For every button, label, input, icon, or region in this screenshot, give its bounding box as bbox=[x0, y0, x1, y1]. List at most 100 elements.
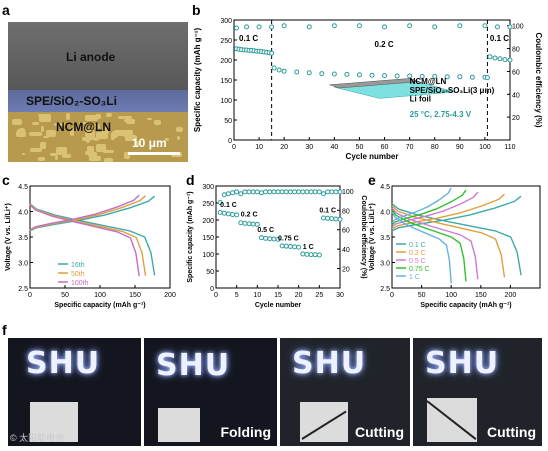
y-tick-label: 4.0 bbox=[380, 210, 390, 217]
legend-label: 50th bbox=[71, 271, 85, 278]
efficiency-point bbox=[238, 191, 244, 197]
charge-curve bbox=[391, 187, 452, 224]
ncm-particle bbox=[88, 152, 98, 157]
ncm-particle bbox=[29, 132, 42, 136]
x-tick-label: 100 bbox=[479, 144, 491, 151]
efficiency-point bbox=[256, 24, 262, 30]
legend-label: 1 C bbox=[409, 274, 420, 281]
led-text: SHU bbox=[156, 348, 231, 383]
efficiency-point bbox=[217, 200, 223, 206]
ncm-particle bbox=[102, 150, 114, 154]
caption-cutting-1: Cutting bbox=[355, 424, 404, 440]
capacity-point bbox=[283, 243, 289, 249]
caption-cutting-2: Cutting bbox=[487, 424, 536, 440]
y2-tick-label: 20 bbox=[512, 115, 520, 122]
efficiency-point bbox=[250, 189, 256, 195]
capacity-point bbox=[258, 235, 264, 241]
x-tick-label: 20 bbox=[280, 144, 288, 151]
x-tick-label: 10 bbox=[253, 292, 261, 299]
sem-cross-section: Li anode SPE/SiO₂-SO₃Li NCM@LN 10 μm bbox=[8, 22, 188, 162]
capacity-point bbox=[225, 211, 231, 217]
efficiency-point bbox=[333, 189, 339, 195]
efficiency-point bbox=[432, 24, 438, 30]
x-tick-label: 50 bbox=[418, 292, 426, 299]
photo-folding: SHU Folding bbox=[144, 338, 277, 446]
ncm-particle bbox=[66, 113, 70, 120]
efficiency-point bbox=[331, 23, 337, 29]
y-tick-label: 300 bbox=[202, 184, 214, 191]
x-axis-label: Specific capacity (mAh g⁻¹) bbox=[54, 302, 145, 309]
charge-curve bbox=[391, 189, 467, 226]
ncm-particle bbox=[39, 114, 52, 123]
capacity-point bbox=[287, 244, 293, 250]
x-tick-label: 25 bbox=[315, 292, 323, 299]
capacity-point bbox=[469, 74, 475, 80]
efficiency-point bbox=[507, 24, 513, 30]
capacity-point bbox=[271, 236, 277, 242]
ncm-particle bbox=[93, 123, 101, 129]
capacity-point bbox=[242, 220, 248, 226]
ncm-particle bbox=[69, 128, 74, 136]
discharge-curve bbox=[391, 209, 467, 282]
efficiency-point bbox=[230, 190, 236, 196]
legend-label: 100th bbox=[71, 280, 89, 287]
efficiency-point bbox=[312, 189, 318, 195]
x-tick-label: 40 bbox=[330, 144, 338, 151]
led-text: SHU bbox=[26, 346, 101, 381]
ncm-particle bbox=[88, 156, 101, 161]
x-tick-label: 0 bbox=[214, 292, 218, 299]
capacity-point bbox=[276, 67, 282, 73]
li-anode-label: Li anode bbox=[66, 50, 116, 64]
rate-annotation: 0.1 C bbox=[490, 34, 509, 43]
ncm-particle bbox=[134, 141, 140, 146]
scale-bar-label: 10 μm bbox=[132, 136, 167, 150]
efficiency-point bbox=[494, 24, 500, 30]
chart-voltage-rates: 0 50 100 150 200 2.5 3.0 3.5 4.0 4.5 Specific capa… bbox=[369, 184, 541, 309]
capacity-point bbox=[344, 71, 350, 77]
discharge-curve bbox=[391, 211, 452, 284]
capacity-point bbox=[275, 236, 281, 242]
ncm-particle bbox=[61, 153, 71, 159]
ncm-particle bbox=[176, 135, 181, 140]
capacity-point bbox=[292, 244, 298, 250]
rate-annotation: 0.2 C bbox=[241, 212, 258, 219]
plot-frame bbox=[233, 19, 511, 141]
inset-label: SPE/SiO₂-SO₃Li(3 μm) bbox=[410, 86, 495, 95]
capacity-point bbox=[329, 216, 335, 222]
y-tick-label: 2.5 bbox=[380, 286, 390, 293]
efficiency-point bbox=[242, 189, 248, 195]
x-tick-label: 150 bbox=[129, 292, 141, 299]
legend-label: 0.2 C bbox=[409, 250, 426, 257]
capacity-point bbox=[484, 75, 490, 81]
x-tick-label: 100 bbox=[94, 292, 106, 299]
y2-tick-label: 20 bbox=[342, 267, 350, 274]
x-axis-label: Cycle number bbox=[255, 302, 302, 309]
capacity-point bbox=[316, 252, 322, 258]
capacity-point bbox=[250, 221, 256, 227]
y-tick-label: 50 bbox=[224, 118, 232, 125]
ncm-particle bbox=[96, 132, 109, 139]
rate-annotation: 0.75 C bbox=[278, 235, 299, 242]
inset-label: NCM@LN bbox=[410, 77, 447, 86]
capacity-point bbox=[306, 70, 312, 76]
capacity-point bbox=[308, 252, 314, 258]
capacity-point bbox=[502, 57, 508, 63]
x-tick-label: 110 bbox=[504, 144, 515, 151]
condition-label: 25 °C, 2.75-4.3 V bbox=[410, 110, 472, 119]
panel-label-c: c bbox=[2, 172, 10, 188]
capacity-point bbox=[281, 68, 287, 74]
y-tick-label: 3.5 bbox=[380, 235, 390, 242]
x-tick-label: 30 bbox=[336, 292, 344, 299]
x-tick-label: 0 bbox=[390, 292, 394, 299]
ncm-particle bbox=[54, 155, 58, 161]
efficiency-point bbox=[283, 189, 289, 195]
y-tick-label: 50 bbox=[206, 269, 214, 276]
discharge-curve bbox=[391, 203, 522, 276]
x-tick-label: 80 bbox=[431, 144, 439, 151]
capacity-point bbox=[263, 235, 269, 241]
efficiency-point bbox=[306, 24, 312, 30]
ncm-particle bbox=[124, 152, 130, 159]
led-text: SHU bbox=[425, 346, 500, 381]
efficiency-point bbox=[234, 189, 240, 195]
ncm-particle bbox=[123, 115, 132, 119]
